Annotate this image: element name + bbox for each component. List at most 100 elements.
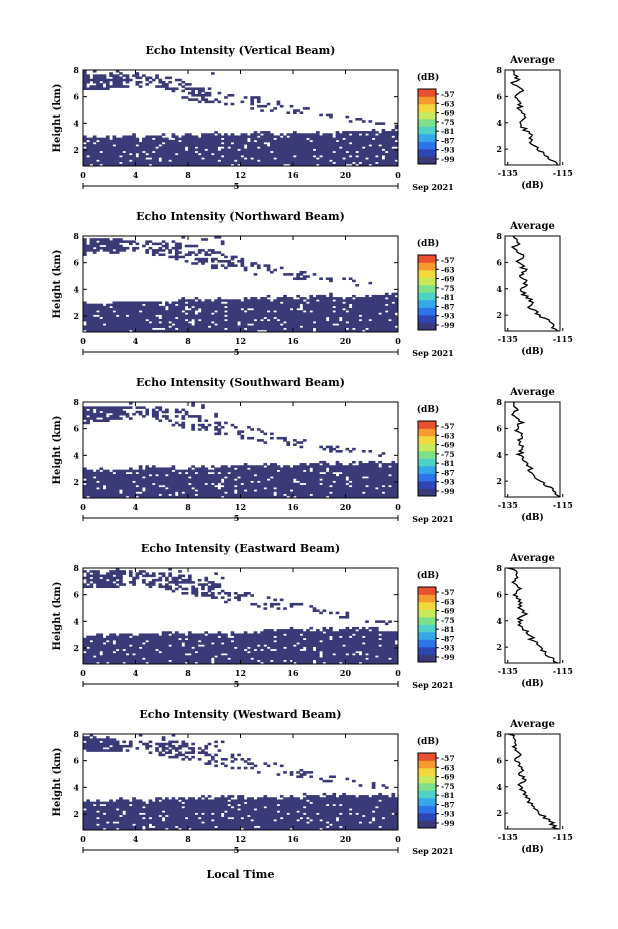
heatmap-cell (391, 150, 396, 154)
heatmap-cell (315, 144, 320, 147)
heatmap-cell (168, 308, 172, 311)
heatmap-cell (115, 480, 120, 484)
heatmap-cell (243, 268, 248, 272)
colorbar-swatch (418, 262, 436, 271)
heatmap-cell (247, 299, 251, 302)
heatmap-cell (99, 484, 104, 488)
heatmap-cell (247, 163, 251, 167)
heatmap-cell (155, 157, 159, 160)
heatmap-cell (201, 478, 205, 481)
heatmap-cell (233, 301, 238, 305)
heatmap-cell (233, 314, 238, 318)
heatmap-cell (191, 426, 195, 429)
heatmap-cell (165, 482, 169, 486)
heatmap-cell (348, 487, 353, 490)
heatmap-cell (296, 133, 300, 136)
heatmap-cell (319, 327, 323, 331)
heatmap-cell (329, 323, 333, 326)
heatmap-cell (201, 303, 205, 307)
heatmap-cell (171, 480, 176, 484)
heatmap-cell (191, 299, 195, 302)
heatmap-cell (148, 240, 153, 243)
heatmap-cell (322, 150, 327, 154)
heatmap-cell (115, 76, 120, 80)
heatmap-cell (306, 299, 310, 302)
heatmap-cell (338, 133, 343, 136)
heatmap-cell (178, 242, 182, 246)
heatmap-cell (306, 161, 310, 165)
heatmap-cell (122, 491, 127, 495)
heatmap-cell (148, 482, 153, 486)
heatmap-cell (174, 163, 179, 167)
heatmap-cell (132, 135, 136, 139)
heatmap-cell (394, 301, 399, 305)
heatmap-cell (83, 410, 87, 414)
heatmap-cell (355, 137, 360, 141)
heatmap-cell (345, 115, 350, 119)
heatmap-cell (184, 412, 189, 416)
heatmap-cell (352, 157, 356, 160)
heatmap-cell (145, 321, 150, 324)
heatmap-cell (273, 150, 277, 154)
heatmap-cell (125, 74, 130, 77)
heatmap-cell (309, 471, 314, 475)
heatmap-cell (329, 142, 333, 145)
heatmap-cell (168, 419, 172, 423)
heatmap-cell (105, 163, 110, 167)
heatmap-cell (207, 310, 212, 313)
heatmap-cell (220, 159, 225, 163)
heatmap-cell (128, 316, 133, 320)
heatmap-cell (191, 476, 195, 479)
colorbar-tick-label: -93 (441, 312, 455, 321)
heatmap-cell (243, 478, 248, 481)
colorbar-tick-label: -93 (441, 146, 455, 155)
heatmap-cell (342, 310, 346, 313)
heatmap-cell (312, 299, 317, 302)
heatmap-cell (148, 137, 153, 141)
heatmap-cell (371, 323, 376, 326)
heatmap-cell (188, 471, 192, 475)
heatmap-cell (178, 325, 182, 329)
heatmap-cell (286, 301, 291, 305)
heatmap-cell (368, 142, 373, 145)
colorbar-swatch (418, 481, 436, 489)
heatmap-cell (197, 487, 202, 490)
heatmap-cell (171, 155, 176, 158)
heatmap-cell (263, 131, 268, 134)
heatmap-cell (276, 155, 281, 158)
heatmap-cell (105, 325, 110, 329)
heatmap-cell (388, 144, 392, 147)
heatmap-cell (270, 148, 274, 152)
heatmap-cell (309, 294, 314, 298)
heatmap-cell (276, 325, 281, 329)
heatmap-cell (83, 406, 87, 409)
heatmap-cell (109, 318, 113, 322)
heatmap-cell (233, 474, 238, 477)
heatmap-cell (86, 80, 90, 84)
heatmap-cell (375, 325, 379, 329)
heatmap-cell (260, 163, 264, 167)
heatmap-cell (371, 163, 376, 167)
heatmap-cell (165, 159, 169, 163)
heatmap-cell (306, 275, 310, 278)
heatmap-cell (286, 321, 291, 324)
heatmap-cell (119, 150, 123, 154)
heatmap-cell (293, 111, 297, 115)
heatmap-cell (194, 491, 199, 495)
heatmap-cell (112, 325, 117, 329)
heatmap-cell (217, 321, 222, 324)
heatmap-cell (151, 310, 156, 313)
heatmap-cell (128, 155, 133, 158)
heatmap-cell (151, 465, 156, 468)
heatmap-cell (378, 305, 382, 309)
heatmap-cell (286, 323, 291, 326)
heatmap-cell (181, 421, 186, 425)
heatmap-cell (135, 159, 140, 163)
heatmap-cell (289, 491, 294, 495)
heatmap-cell (119, 310, 123, 313)
y-axis-label: Height (km) (52, 84, 63, 153)
heatmap-cell (220, 465, 225, 468)
heatmap-cell (371, 321, 376, 324)
heatmap-cell (338, 474, 343, 477)
heatmap-cell (296, 310, 300, 313)
